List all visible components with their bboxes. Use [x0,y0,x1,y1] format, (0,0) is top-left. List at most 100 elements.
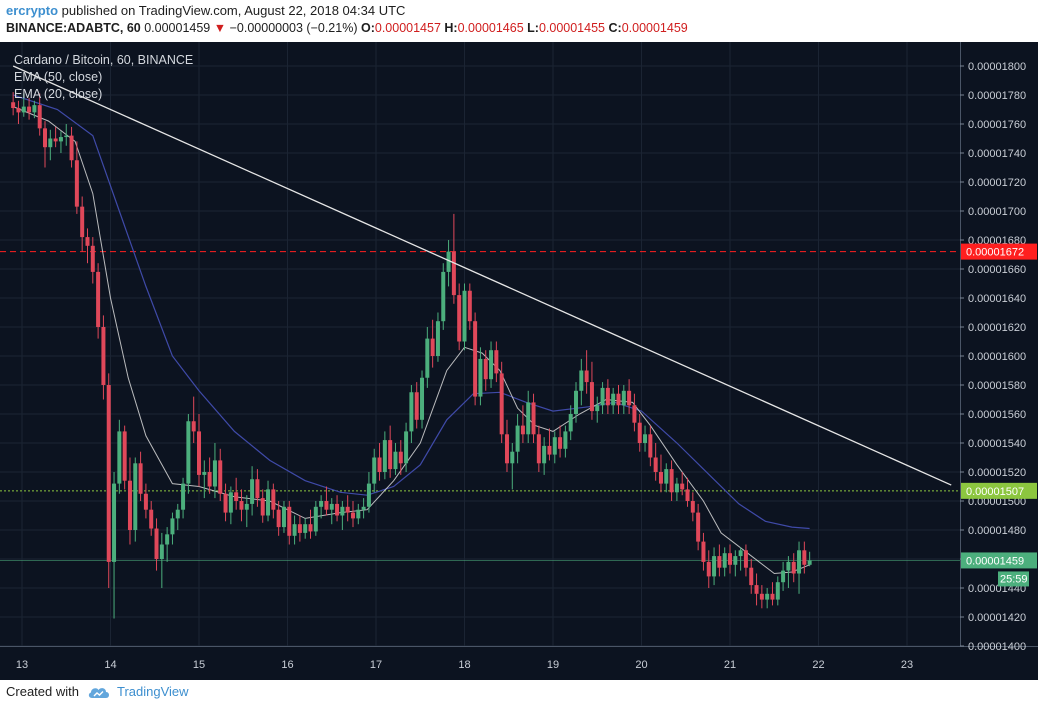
candle-body [632,405,637,423]
candle-body [48,138,53,148]
candle-body [722,553,727,568]
y-tick-label: 0.00001640 [968,293,1026,305]
candle-body [266,489,271,516]
candle-body [138,463,143,494]
candle-body [112,483,117,562]
candle-body [244,503,249,510]
x-tick-label: 13 [16,659,28,671]
candle-body [791,561,796,574]
legend-ema50: EMA (50, close) [14,70,103,84]
candle-body [510,451,515,464]
candle-body [122,431,127,481]
candle-body [531,402,536,435]
candle-body [526,402,531,435]
candle-body [706,561,711,577]
y-tick-label: 0.00001400 [968,641,1026,653]
y-tick-label: 0.00001500 [968,496,1026,508]
y-tick-label: 0.00001580 [968,380,1026,392]
candle-body [738,550,743,557]
candle-body [303,524,308,533]
candle-body [797,550,802,574]
y-tick-label: 0.00001800 [968,61,1026,73]
candle-body [435,321,440,356]
x-tick-label: 23 [901,659,913,671]
candle-body [345,506,350,513]
candle-body [133,463,138,530]
candle-body [717,556,722,568]
candle-body [186,421,191,484]
candle-body [218,460,223,494]
candle-body [807,560,812,565]
candle-body [728,553,732,565]
x-tick-label: 20 [635,659,647,671]
tradingview-cloud-icon [88,687,109,698]
candle-body [170,518,175,535]
candle-body [388,440,393,470]
candle-body [754,585,759,594]
candle-body [212,460,217,487]
candle-body [467,290,472,322]
candle-body [579,370,584,391]
candle-body [457,295,462,342]
publish-info: published on TradingView.com, August 22,… [61,3,406,18]
x-tick-label: 21 [724,659,736,671]
candle-body [43,128,48,148]
candle-body [430,338,435,356]
candle-body [425,338,430,378]
candle-body [372,457,377,484]
y-tick-label: 0.00001480 [968,525,1026,537]
x-tick-label: 14 [104,659,116,671]
close-label: C: [608,21,622,35]
candle-body [558,437,563,449]
candle-body [143,493,148,510]
candle-body [101,327,106,385]
price-axis-bg [961,42,1038,646]
candle-body [340,506,345,516]
candle-body [393,451,398,470]
candle-body [605,387,610,406]
candle-body [207,472,212,487]
price-chart-svg[interactable]: 0.00001800 0.00001780 0.00001760 0.00001740… [0,42,1038,680]
candle-body [664,469,669,484]
candle-body [287,506,292,536]
candle-body [600,387,605,406]
footer: Created with TradingView [6,684,189,699]
candle-body [574,390,579,414]
candle-body [643,434,648,443]
candle-body [239,501,244,510]
legend-title: Cardano / Bitcoin, 60, BINANCE [14,53,194,67]
candle-body [653,457,658,472]
candle-body [80,206,85,238]
candle-body [350,512,355,519]
candle-body [451,251,456,296]
x-tick-label: 19 [547,659,559,671]
ema20-line [13,106,810,575]
author-link[interactable]: ercrypto [6,3,59,18]
x-tick-label: 18 [458,659,470,671]
tradingview-link[interactable]: TradingView [116,684,189,699]
candle-body [611,393,616,406]
candle-body [685,489,690,501]
chart-area[interactable]: 0.00001800 0.00001780 0.00001760 0.00001740… [0,42,1038,680]
x-tick-label: 15 [193,659,205,671]
candle-body [159,544,164,559]
candle-body [16,108,21,113]
candle-body [420,377,425,420]
candle-body [520,425,525,435]
candle-body [366,483,371,507]
candle-body [478,358,483,397]
candle-body [11,102,16,109]
last-price: 0.00001459 [144,21,211,35]
close-value: 0.00001459 [621,21,688,35]
candle-body [106,385,111,562]
candle-body [74,160,79,207]
candle-body [536,434,541,464]
candle-body [271,489,276,510]
candle-body [377,457,382,472]
candle-body [58,137,63,142]
candle-body [32,105,37,113]
candle-body [494,350,499,374]
level-tag-label: 0.00001672 [966,247,1024,259]
candle-body [127,480,132,530]
candle-body [276,509,281,528]
